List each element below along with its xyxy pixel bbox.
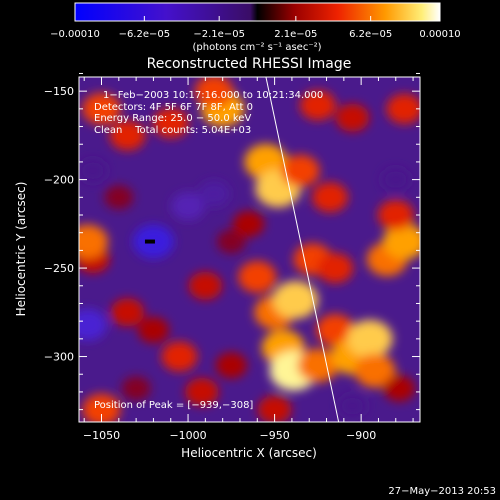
- heatmap-blob: [272, 280, 319, 319]
- heatmap-blob: [377, 200, 414, 230]
- heatmap-blob: [121, 376, 151, 401]
- dark-spot-marker: [144, 239, 155, 244]
- heatmap-blob: [171, 192, 205, 221]
- heatmap-blob: [137, 317, 170, 343]
- heatmap-blob: [381, 167, 411, 192]
- heatmap-blob: [216, 229, 246, 254]
- heatmap-blobs: [79, 77, 420, 422]
- heatmap-blob: [82, 92, 121, 125]
- info-line-counts: Clean Total counts: 5.04E+03: [94, 125, 251, 136]
- heatmap-blob: [110, 298, 145, 327]
- heatmap-blob: [299, 90, 336, 121]
- colorbar-tick-label: −6.2e−05: [119, 29, 171, 40]
- heatmap-blob: [152, 108, 189, 138]
- y-tick-label: −300: [44, 351, 74, 364]
- colorbar-tick-label: 2.1e−05: [274, 29, 317, 40]
- heatmap-blob: [317, 253, 354, 284]
- info-line-time: 1−Feb−2003 10:17:16.000 to 10:21:34.000: [103, 90, 323, 101]
- heatmap-blob: [233, 210, 265, 237]
- heatmap-blob: [79, 224, 109, 259]
- colorbar: −0.00010 −6.2e−05 −2.1e−05 2.1e−05 6.2e−05 0.…: [50, 2, 461, 53]
- heatmap-blob: [79, 308, 107, 341]
- x-tick-label: −900: [346, 429, 376, 442]
- colorbar-gradient: [74, 2, 441, 22]
- heatmap-blob: [354, 353, 396, 388]
- heatmap-blob: [315, 314, 355, 346]
- heatmap-blob: [185, 377, 219, 406]
- heatmap-blob: [335, 103, 370, 132]
- colorbar-tick-label: 0.00010: [419, 29, 460, 40]
- footer-timestamp: 27−May−2013 20:53: [388, 486, 496, 497]
- x-axis-label: Heliocentric X (arcsec): [181, 446, 317, 460]
- y-axis-label: Heliocentric Y (arcsec): [14, 182, 28, 317]
- heatmap-blob: [198, 180, 230, 207]
- heatmap-blob: [215, 352, 247, 379]
- heatmap-blob: [82, 393, 121, 422]
- x-tick-label: −950: [259, 429, 289, 442]
- heatmap-blob: [311, 182, 348, 213]
- solar-limb-line: [265, 77, 340, 422]
- heatmap-blob: [383, 375, 415, 402]
- y-axis-ticks: −150 −200 −250 −300: [44, 72, 420, 411]
- heatmap-blob: [161, 341, 198, 372]
- heatmap-blob: [281, 154, 320, 187]
- heatmap-blob: [238, 260, 277, 293]
- plot-frame: [78, 76, 421, 423]
- y-tick-label: −150: [44, 85, 74, 98]
- heatmap-blob: [338, 394, 367, 419]
- heatmap-blob: [194, 77, 234, 108]
- colorbar-tick-label: 6.2e−05: [349, 29, 392, 40]
- y-tick-label: −250: [44, 262, 74, 275]
- info-block: 1−Feb−2003 10:17:16.000 to 10:21:34.000 …: [94, 90, 323, 411]
- colorbar-units: (photons cm⁻² s⁻¹ asec⁻²): [192, 42, 321, 53]
- chart-title: Reconstructed RHESSI Image: [147, 56, 352, 72]
- x-tick-label: −1050: [83, 429, 120, 442]
- colorbar-tick-label: −2.1e−05: [193, 29, 245, 40]
- x-tick-label: −1000: [169, 429, 206, 442]
- info-line-detectors: Detectors: 4F 5F 6F 7F 8F, Att 0: [94, 102, 253, 113]
- heatmap-blob: [109, 120, 146, 151]
- info-line-energy: Energy Range: 25.0 − 50.0 keV: [94, 113, 251, 124]
- x-axis-ticks: −1050 −1000 −950 −900: [83, 77, 414, 442]
- colorbar-ticks: −0.00010 −6.2e−05 −2.1e−05 2.1e−05 6.2e−05 0.…: [50, 16, 461, 40]
- plot-area: −1050 −1000 −950 −900 −150 −200 −250 −300: [44, 72, 421, 442]
- y-tick-label: −200: [44, 174, 74, 187]
- colorbar-tick-label: −0.00010: [50, 29, 100, 40]
- peak-position-label: Position of Peak = [−939,−308]: [94, 400, 253, 411]
- heatmap-blob: [257, 395, 292, 422]
- heatmap-blob: [347, 319, 393, 358]
- heatmap-blob: [188, 271, 223, 300]
- heatmap-blob: [104, 185, 134, 210]
- heatmap-blob: [79, 158, 108, 183]
- heatmap-blob: [382, 223, 420, 260]
- heatmap-blob: [386, 93, 420, 124]
